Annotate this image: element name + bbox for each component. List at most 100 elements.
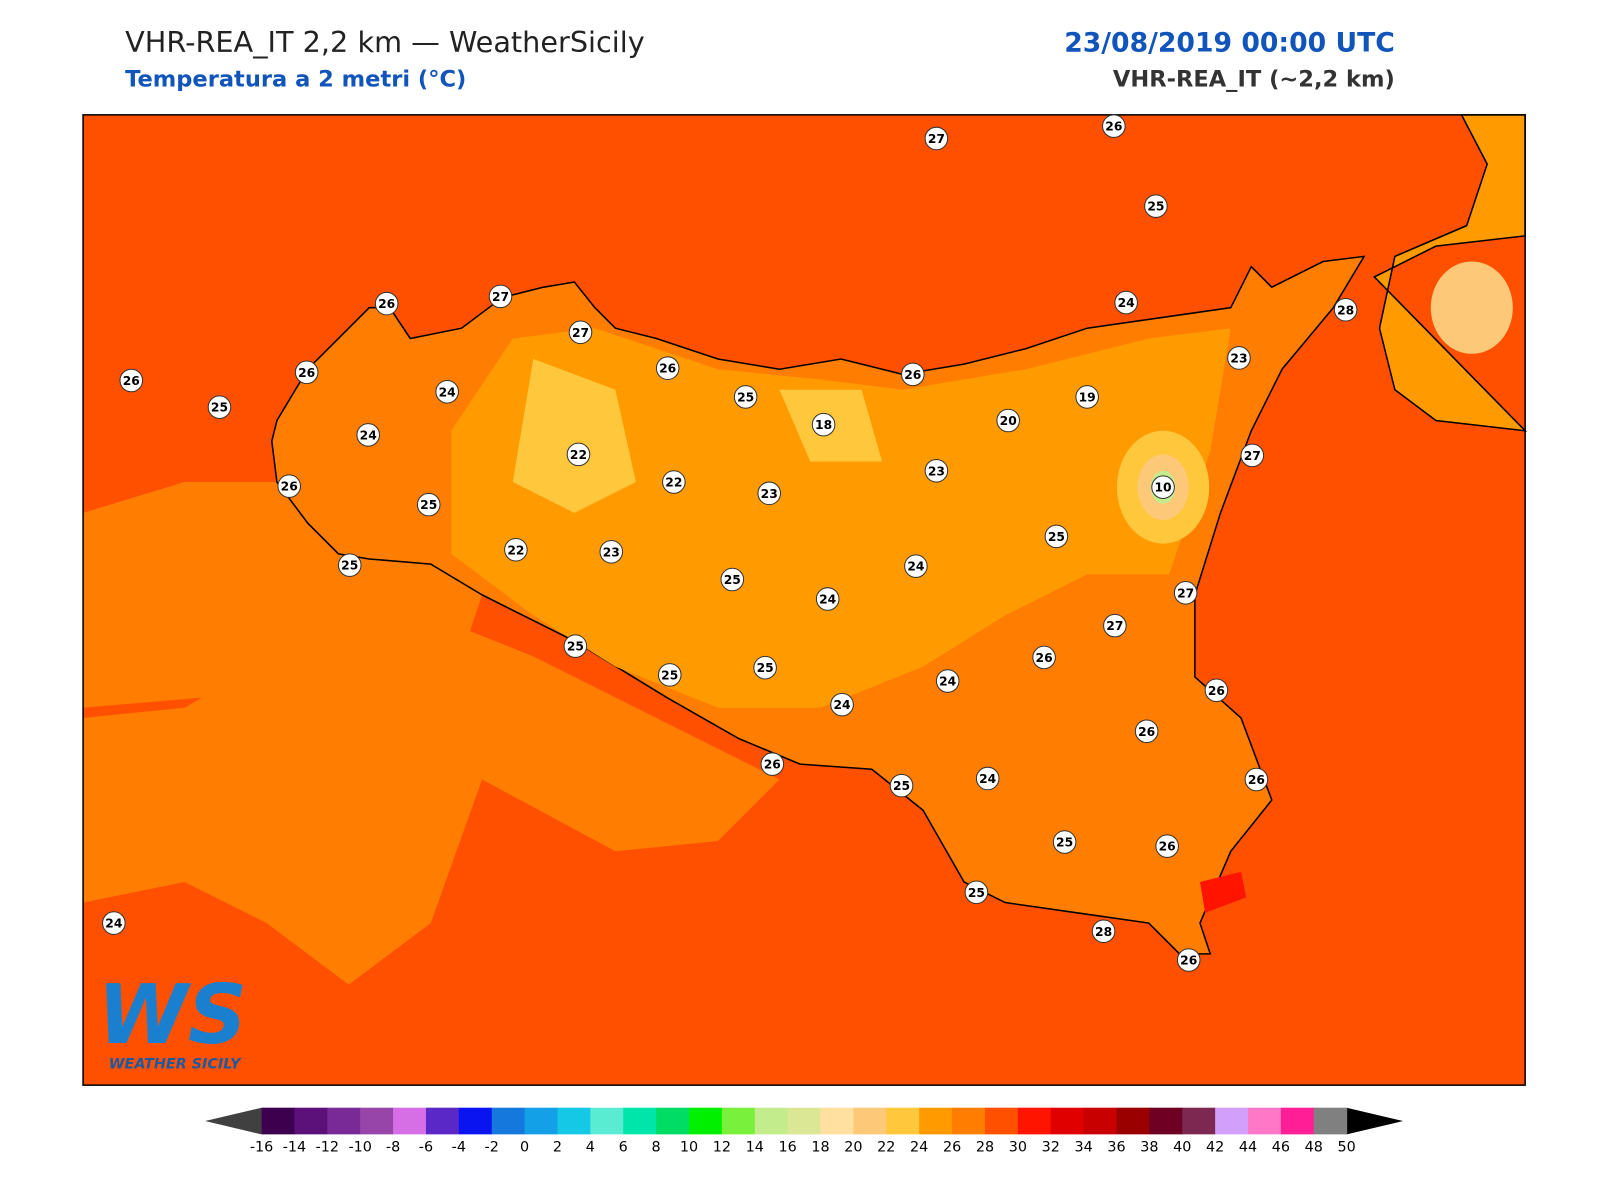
colorbar-bin bbox=[1280, 1107, 1315, 1135]
station-temp: 25 bbox=[968, 886, 985, 900]
colorbar-bin bbox=[1248, 1107, 1282, 1135]
colorbar-bin bbox=[1313, 1107, 1348, 1135]
station-marker bbox=[1075, 385, 1099, 409]
station-temp: 25 bbox=[661, 668, 678, 682]
map-frame bbox=[82, 114, 1526, 1086]
colorbar-tick-label: 40 bbox=[1173, 1140, 1191, 1156]
station-marker bbox=[1032, 645, 1056, 670]
station-temp: 26 bbox=[1138, 725, 1155, 739]
colorbar-tick-label: 46 bbox=[1272, 1140, 1290, 1156]
station-marker bbox=[733, 385, 758, 409]
colorbar-under bbox=[205, 1107, 262, 1135]
logo: WS WEATHER SICILY bbox=[97, 968, 247, 1073]
subtitle: Temperatura a 2 metri (°C) bbox=[125, 67, 466, 93]
station-marker bbox=[1144, 194, 1168, 218]
warm-sea-zone bbox=[83, 482, 483, 708]
station-temp: 26 bbox=[1208, 684, 1225, 698]
station-temp: 25 bbox=[420, 498, 437, 512]
station-temp: 23 bbox=[603, 545, 620, 559]
station-marker bbox=[753, 655, 777, 680]
station-temp: 24 bbox=[907, 560, 924, 574]
station-temp: 10 bbox=[1155, 481, 1172, 495]
station-temp: 26 bbox=[764, 758, 781, 772]
colorbar-bin bbox=[360, 1107, 394, 1135]
colorbar-tick-label: 36 bbox=[1107, 1140, 1125, 1156]
station-temp: 25 bbox=[1048, 530, 1065, 544]
datetime: 23/08/2019 00:00 UTC bbox=[1064, 28, 1395, 59]
station-temp: 18 bbox=[815, 418, 832, 432]
station-temp: 25 bbox=[757, 661, 774, 675]
station-marker bbox=[568, 320, 593, 345]
station-temp: 25 bbox=[1056, 836, 1073, 850]
station-temp: 23 bbox=[928, 464, 945, 478]
colorbar-tick-label: 16 bbox=[779, 1140, 797, 1156]
station-marker bbox=[975, 766, 1000, 791]
colorbar-bin bbox=[853, 1107, 887, 1135]
station-marker bbox=[935, 669, 960, 693]
colorbar-tick-label: 22 bbox=[877, 1140, 895, 1156]
station-temp: 24 bbox=[979, 772, 996, 786]
station-temp: 23 bbox=[761, 487, 778, 501]
colorbar-tick-label: 4 bbox=[586, 1140, 595, 1156]
station-temp: 28 bbox=[1337, 303, 1354, 317]
colorbar-bin bbox=[952, 1107, 986, 1135]
station-marker bbox=[504, 537, 528, 562]
station-temp: 25 bbox=[1147, 200, 1164, 214]
station-marker bbox=[119, 368, 144, 393]
colorbar-bin bbox=[1116, 1107, 1150, 1135]
station-temp: 25 bbox=[893, 779, 910, 793]
station-marker bbox=[657, 663, 682, 687]
station-temp: 25 bbox=[724, 573, 741, 587]
colorbar-tick-label: 38 bbox=[1140, 1140, 1158, 1156]
colorbar-bin bbox=[984, 1107, 1019, 1135]
colorbar-tick-label: 30 bbox=[1009, 1140, 1027, 1156]
colorbar-bin bbox=[919, 1107, 953, 1135]
warm-sea-zone bbox=[83, 615, 780, 985]
station-marker bbox=[924, 126, 949, 151]
station-temp: 22 bbox=[665, 476, 682, 490]
station-marker bbox=[1044, 524, 1069, 549]
colorbar: -16 -14 -12 -10 -8 -6 -4 -2 0 2 4 6 8 10 12 14 16 18 20 22 2… bbox=[205, 1107, 1404, 1156]
station-temp: 27 bbox=[572, 326, 589, 340]
colorbar-bin bbox=[1050, 1107, 1085, 1135]
station-temp: 24 bbox=[439, 385, 456, 399]
station-marker bbox=[1151, 475, 1175, 499]
station-marker bbox=[1091, 919, 1116, 944]
station-marker bbox=[1155, 834, 1179, 858]
station-marker bbox=[1052, 830, 1077, 854]
colorbar-bin bbox=[1149, 1107, 1183, 1135]
colorbar-tick-label: -4 bbox=[452, 1140, 466, 1156]
logo-text: WEATHER SICILY bbox=[109, 1057, 242, 1073]
inland-warm bbox=[451, 328, 1231, 708]
logo-mark: WS bbox=[97, 968, 247, 1063]
station-marker bbox=[901, 362, 925, 387]
colorbar-tick-label: -16 bbox=[250, 1140, 273, 1156]
colorbar-bin bbox=[1083, 1107, 1118, 1135]
station-temp: 25 bbox=[341, 559, 358, 573]
colorbar-bin bbox=[294, 1107, 328, 1135]
colorbar-tick-label: 26 bbox=[943, 1140, 961, 1156]
colorbar-tick-label: 28 bbox=[976, 1140, 994, 1156]
colorbar-bin bbox=[1017, 1107, 1052, 1135]
colorbar-bin bbox=[425, 1107, 460, 1135]
station-temp: 19 bbox=[1079, 390, 1096, 404]
station-temp: 25 bbox=[567, 640, 584, 654]
colorbar-bin bbox=[820, 1107, 854, 1135]
station-temp: 26 bbox=[904, 368, 921, 382]
colorbar-over bbox=[1346, 1107, 1404, 1135]
station-temp: 25 bbox=[211, 401, 228, 415]
colorbar-tick-label: 8 bbox=[652, 1140, 661, 1156]
station-marker bbox=[1176, 948, 1201, 972]
colorbar-tick-label: -6 bbox=[419, 1140, 433, 1156]
station-marker bbox=[1204, 678, 1229, 703]
colorbar-tick-label: 34 bbox=[1074, 1140, 1092, 1156]
colorbar-tick-label: -2 bbox=[485, 1140, 499, 1156]
colorbar-tick-label: 32 bbox=[1042, 1140, 1060, 1156]
colorbar-bin bbox=[393, 1107, 427, 1135]
colorbar-tick-label: 10 bbox=[680, 1140, 698, 1156]
colorbar-tick-label: 48 bbox=[1305, 1140, 1323, 1156]
colorbar-bin bbox=[689, 1107, 723, 1135]
station-temp: 26 bbox=[1105, 120, 1122, 134]
colorbar-bin bbox=[458, 1107, 493, 1135]
